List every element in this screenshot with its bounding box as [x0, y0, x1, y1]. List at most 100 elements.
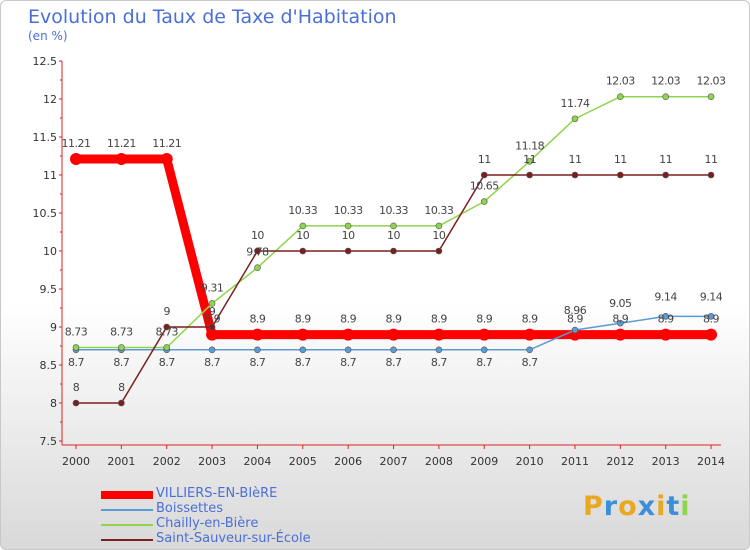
data-label: 12.03	[606, 75, 635, 88]
y-tick-label: 8	[50, 397, 57, 410]
data-label: 10	[296, 229, 309, 242]
x-tick-label: 2002	[153, 455, 181, 468]
data-point	[480, 171, 488, 179]
data-point	[617, 319, 624, 327]
data-label: 8.9	[204, 313, 220, 326]
logo-letter: i	[656, 491, 667, 522]
data-label: 11	[614, 153, 627, 166]
data-label: 10	[251, 229, 264, 242]
legend-label: Saint-Sauveur-sur-École	[156, 531, 311, 546]
data-label: 9.14	[700, 290, 723, 303]
data-label: 10.33	[424, 204, 453, 217]
data-point	[390, 346, 397, 354]
legend-swatch	[101, 491, 153, 499]
data-point	[659, 328, 672, 341]
data-point	[526, 158, 533, 165]
data-point	[251, 328, 264, 341]
data-label: 8.9	[249, 313, 265, 326]
x-tick-label: 2003	[198, 455, 226, 468]
data-label: 10.65	[470, 180, 499, 193]
logo-letter: x	[637, 491, 657, 522]
x-tick-label: 2014	[697, 455, 725, 468]
data-point	[70, 153, 82, 166]
legend-label: VILLIERS-EN-BIèRE	[156, 486, 278, 501]
data-point	[206, 328, 219, 341]
logo-letter: i	[680, 491, 691, 522]
data-point	[390, 222, 397, 230]
data-label: 10.33	[379, 204, 408, 217]
y-tick-label: 7.5	[40, 435, 58, 448]
y-tick-label: 9.5	[40, 283, 58, 296]
data-label: 8.9	[386, 313, 402, 326]
data-label: 8.7	[113, 356, 129, 369]
data-label: 8.9	[340, 313, 356, 326]
data-label: 11	[659, 153, 672, 166]
x-tick-label: 2011	[561, 455, 589, 468]
y-tick-label: 12.5	[33, 55, 58, 68]
data-point	[707, 93, 715, 101]
data-label: 10	[432, 229, 445, 242]
legend-swatch	[101, 509, 153, 511]
data-label: 9.14	[654, 290, 677, 303]
data-label: 8.9	[431, 313, 447, 326]
data-point	[344, 247, 352, 255]
data-label: 11	[478, 153, 491, 166]
data-point	[387, 328, 400, 341]
data-point	[72, 344, 80, 351]
data-label: 8.7	[431, 356, 447, 369]
data-label: 8.96	[564, 304, 587, 317]
data-point	[299, 346, 307, 354]
data-point	[208, 323, 216, 331]
y-tick-label: 11	[43, 169, 57, 182]
data-label: 8.7	[476, 356, 492, 369]
data-label: 8.9	[295, 313, 311, 326]
data-point	[254, 264, 261, 272]
legend-label: Boissettes	[156, 501, 223, 516]
data-label: 8.9	[522, 313, 538, 326]
data-point	[115, 153, 128, 166]
x-tick-label: 2008	[425, 455, 453, 468]
data-label: 11	[705, 153, 718, 166]
data-point	[163, 323, 171, 331]
x-tick-label: 2005	[289, 455, 317, 468]
data-point	[526, 171, 533, 179]
data-point	[342, 328, 355, 341]
y-tick-label: 11.5	[33, 131, 58, 144]
y-tick-label: 10.5	[33, 207, 58, 220]
data-label: 11.21	[152, 137, 181, 150]
data-label: 9.31	[201, 281, 224, 294]
data-label: 8.7	[159, 356, 175, 369]
data-point	[526, 346, 533, 354]
data-label: 11	[568, 153, 581, 166]
data-label: 8.73	[65, 326, 88, 339]
data-point	[390, 247, 397, 255]
data-point	[617, 93, 624, 101]
logo-letter: P	[583, 491, 604, 522]
data-point	[614, 328, 627, 341]
data-label: 8.7	[249, 356, 265, 369]
data-label: 12.03	[697, 75, 726, 88]
data-label: 11.21	[62, 137, 91, 150]
data-point	[571, 115, 579, 123]
logo-letter: o	[618, 491, 638, 522]
data-label: 10	[387, 229, 400, 242]
data-label: 8.9	[703, 313, 719, 326]
data-point	[118, 399, 125, 407]
data-label: 8.7	[295, 356, 311, 369]
data-point	[435, 346, 443, 354]
data-label: 8.9	[567, 313, 583, 326]
data-point	[523, 328, 536, 341]
data-label: 9	[163, 305, 170, 318]
legend-label: Chailly-en-Bière	[156, 516, 259, 531]
y-tick-label: 8.5	[40, 359, 58, 372]
data-label: 8.9	[476, 313, 492, 326]
x-tick-label: 2004	[243, 455, 271, 468]
logo-letter: t	[666, 491, 681, 522]
y-tick-label: 10	[43, 245, 57, 258]
data-label: 9.78	[246, 246, 269, 259]
data-label: 11	[523, 153, 536, 166]
x-tick-label: 2000	[62, 455, 90, 468]
data-label: 8.73	[155, 326, 178, 339]
y-tick-label: 12	[43, 93, 57, 106]
